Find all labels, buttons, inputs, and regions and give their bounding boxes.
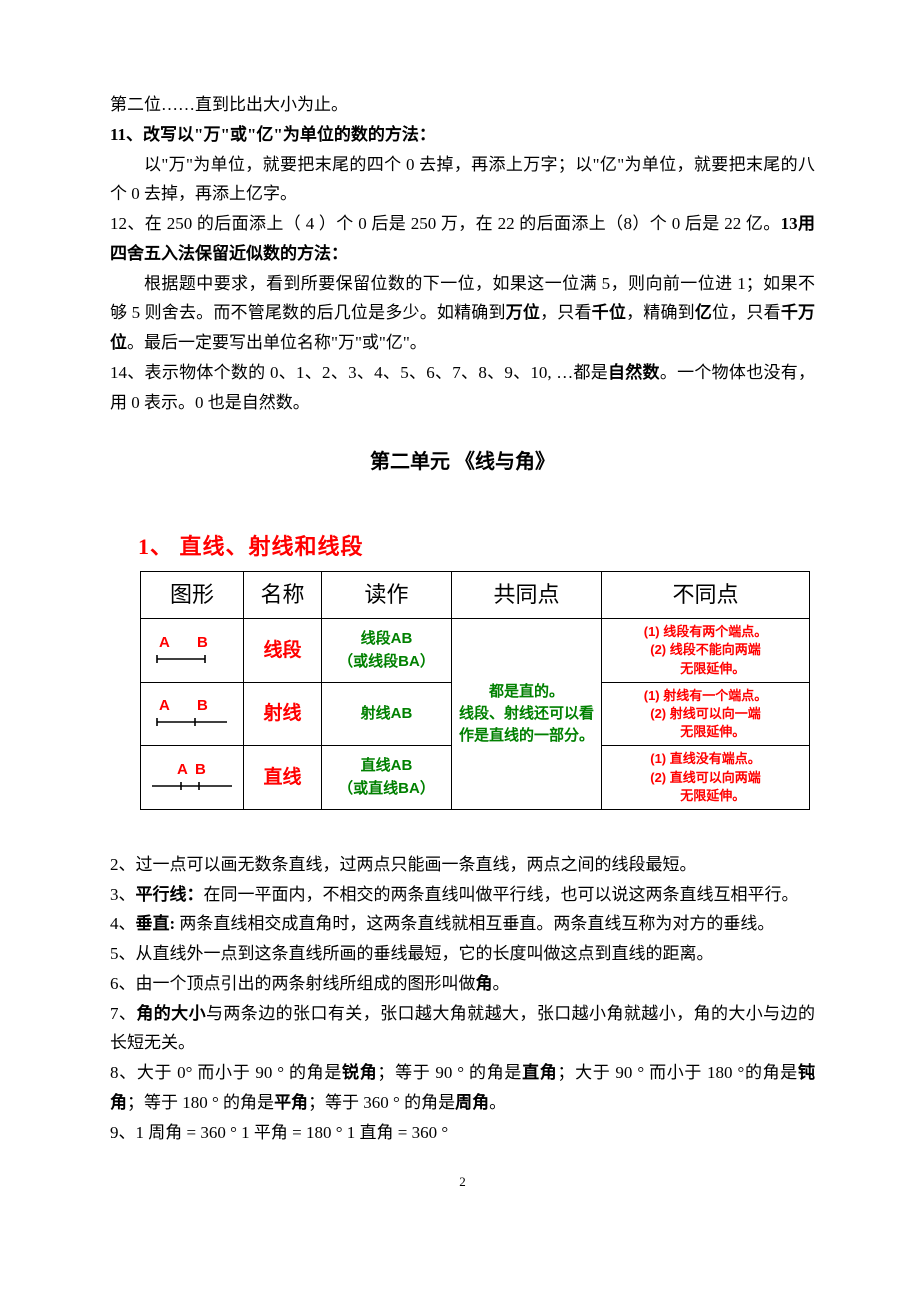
- p13m1: ，只看: [540, 303, 592, 322]
- shape-segment: A B: [141, 619, 244, 683]
- p7b: 与两条边的张口有关，张口越大角就越大，张口越小角就越小，角的大小与边的长短无关。: [110, 1004, 815, 1053]
- p13tail: 。最后一定要写出单位名称"万"或"亿"。: [127, 333, 427, 352]
- para-4: 4、垂直: 两条直线相交成直角时，这两条直线就相互垂直。两条直线互称为对方的垂线…: [110, 909, 815, 939]
- lblB: B: [197, 634, 208, 651]
- p6a: 6、由一个顶点引出的两条射线所组成的图形叫做: [110, 974, 476, 993]
- lblA3: A: [177, 761, 188, 778]
- para-12a: 12、在 250 的后面添上（ 4 ）个 0 后是 250 万，在 22 的后面…: [110, 214, 781, 233]
- diff-ray: (1) 射线有一个端点。(2) 射线可以向一端 无限延伸。: [602, 682, 810, 746]
- p8a: 8、大于 0° 而小于 90 ° 的角是: [110, 1063, 342, 1082]
- segment-icon: A B: [147, 631, 237, 671]
- p14-bold: 自然数: [608, 363, 660, 382]
- lblA2: A: [159, 697, 170, 714]
- th-name: 名称: [244, 571, 322, 619]
- p13-qian: 千位: [592, 303, 626, 322]
- p13-yi: 亿: [695, 303, 712, 322]
- p13b: 位，只看: [712, 303, 781, 322]
- section-1-title-text: 1、 直线、射线和线段: [138, 534, 364, 559]
- p8rui: 锐角: [342, 1063, 377, 1082]
- para-7: 7、角的大小与两条边的张口有关，张口越大角就越大，张口越小角就越小，角的大小与边…: [110, 999, 815, 1059]
- p6b: 。: [493, 974, 510, 993]
- name-line: 直线: [244, 746, 322, 810]
- p3bold: 平行线：: [136, 885, 204, 904]
- line-icon: A B: [147, 758, 237, 798]
- p8zhi: 直角: [522, 1063, 557, 1082]
- para-0: 第二位……直到比出大小为止。: [110, 90, 815, 120]
- lblA: A: [159, 634, 170, 651]
- read-line: 直线AB（或直线BA）: [322, 746, 452, 810]
- th-read: 读作: [322, 571, 452, 619]
- p4a: 4、: [110, 914, 136, 933]
- para-6: 6、由一个顶点引出的两条射线所组成的图形叫做角。: [110, 969, 815, 999]
- para-2: 2、过一点可以画无数条直线，过两点只能画一条直线，两点之间的线段最短。: [110, 850, 815, 880]
- p3b: 在同一平面内，不相交的两条直线叫做平行线，也可以说这两条直线互相平行。: [204, 885, 799, 904]
- th-diff: 不同点: [602, 571, 810, 619]
- read-segment: 线段AB（或线段BA）: [322, 619, 452, 683]
- para-11-lead-text: 11、改写以"万"或"亿"为单位的数的方法：: [110, 125, 436, 144]
- p8f: 。: [489, 1093, 506, 1112]
- para-9: 9、1 周角 = 360 ° 1 平角 = 180 ° 1 直角 = 360 °: [110, 1118, 815, 1148]
- unit2-title: 第二单元 《线与角》: [110, 445, 815, 480]
- common-cell: 都是直的。线段、射线还可以看作是直线的一部分。: [452, 619, 602, 810]
- lblB2: B: [197, 697, 208, 714]
- shape-line: A B: [141, 746, 244, 810]
- para-12: 12、在 250 的后面添上（ 4 ）个 0 后是 250 万，在 22 的后面…: [110, 209, 815, 269]
- p8d: ；等于 180 ° 的角是: [127, 1093, 274, 1112]
- para-13-body: 根据题中要求，看到所要保留位数的下一位，如果这一位满 5，则向前一位进 1；如果…: [110, 269, 815, 358]
- name-segment: 线段: [244, 619, 322, 683]
- p14a: 14、表示物体个数的 0、1、2、3、4、5、6、7、8、9、10, …都是: [110, 363, 608, 382]
- para-8: 8、大于 0° 而小于 90 ° 的角是锐角；等于 90 ° 的角是直角；大于 …: [110, 1058, 815, 1118]
- th-common: 共同点: [452, 571, 602, 619]
- p8ping: 平角: [274, 1093, 308, 1112]
- p3a: 3、: [110, 885, 136, 904]
- p8zhou: 周角: [455, 1093, 489, 1112]
- page-number: 2: [110, 1171, 815, 1194]
- p4b: 两条直线相交成直角时，这两条直线就相互垂直。两条直线互称为对方的垂线。: [175, 914, 774, 933]
- p7a: 7、: [110, 1004, 136, 1023]
- page-root: 第二位……直到比出大小为止。 11、改写以"万"或"亿"为单位的数的方法： 以"…: [0, 0, 920, 1234]
- table-row: A B 线段 线段AB（或线段BA） 都是直的。线段、射线还可以看作是直线的一部…: [141, 619, 810, 683]
- name-ray: 射线: [244, 682, 322, 746]
- para-14: 14、表示物体个数的 0、1、2、3、4、5、6、7、8、9、10, …都是自然…: [110, 358, 815, 418]
- p4bold: 垂直:: [136, 914, 176, 933]
- para-11-lead: 11、改写以"万"或"亿"为单位的数的方法：: [110, 120, 815, 150]
- read-ray: 射线AB: [322, 682, 452, 746]
- para-5: 5、从直线外一点到这条直线所画的垂线最短，它的长度叫做这点到直线的距离。: [110, 939, 815, 969]
- para-11-body: 以"万"为单位，就要把末尾的四个 0 去掉，再添上万字；以"亿"为单位，就要把末…: [110, 150, 815, 210]
- diff-line: (1) 直线没有端点。(2) 直线可以向两端 无限延伸。: [602, 746, 810, 810]
- th-shape: 图形: [141, 571, 244, 619]
- diff-segment: (1) 线段有两个端点。(2) 线段不能向两端 无限延伸。: [602, 619, 810, 683]
- section-1-title: 1、 直线、射线和线段: [138, 528, 815, 567]
- ray-icon: A B: [147, 694, 237, 734]
- p7bold: 角的大小: [136, 1004, 206, 1023]
- p8c: ；大于 90 ° 而小于 180 °的角是: [557, 1063, 798, 1082]
- lblB3: B: [195, 761, 206, 778]
- p6bold: 角: [476, 974, 493, 993]
- p13m2: ，精确到: [626, 303, 695, 322]
- para-3: 3、平行线：在同一平面内，不相交的两条直线叫做平行线，也可以说这两条直线互相平行…: [110, 880, 815, 910]
- p13-wan: 万位: [506, 303, 540, 322]
- table-header-row: 图形 名称 读作 共同点 不同点: [141, 571, 810, 619]
- geometry-table: 图形 名称 读作 共同点 不同点 A B 线段 线: [140, 571, 810, 810]
- p8b: ；等于 90 ° 的角是: [377, 1063, 522, 1082]
- shape-ray: A B: [141, 682, 244, 746]
- p8e: ；等于 360 ° 的角是: [308, 1093, 455, 1112]
